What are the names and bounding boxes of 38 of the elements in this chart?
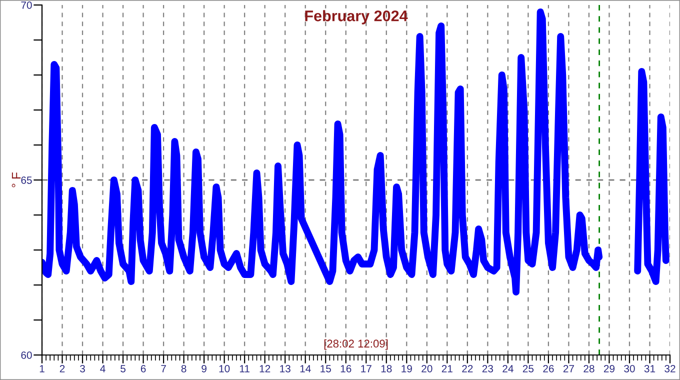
x-tick-label: 5	[120, 365, 126, 372]
x-tick-label: 23	[482, 364, 494, 372]
x-tick-label: 30	[624, 364, 635, 372]
x-tick-label: 16	[340, 364, 352, 372]
x-tick-label: 18	[381, 364, 392, 372]
y-tick-label: 65	[21, 176, 32, 184]
x-tick-label: 26	[543, 364, 554, 372]
x-tick-label: 27	[563, 364, 574, 372]
x-tick-label: 14	[300, 365, 311, 372]
x-tick-label: 7	[161, 365, 166, 372]
annotation: [28:02 12:09]	[324, 339, 388, 350]
x-tick-label: 10	[219, 364, 230, 372]
x-tick-label: 6	[140, 364, 146, 372]
x-tick-label: 32	[664, 364, 676, 372]
x-tick-label: 21	[442, 364, 452, 372]
x-tick-label: 1	[40, 365, 44, 372]
x-tick-label: 11	[240, 365, 250, 372]
x-tick-label: 15	[320, 365, 331, 372]
x-tick-label: 12	[260, 364, 270, 372]
x-tick-label: 22	[462, 364, 473, 372]
x-tick-label: 24	[502, 364, 514, 372]
x-tick-label: 2	[60, 364, 65, 372]
x-tick-label: 4	[100, 365, 106, 372]
x-tick-label: 8	[181, 364, 186, 372]
chart-title: February 2024	[305, 10, 408, 24]
x-tick-label: 28	[584, 364, 594, 372]
x-tick-label: 31	[644, 364, 656, 372]
x-tick-label: 9	[202, 364, 206, 372]
y-axis-title: ° F	[12, 172, 21, 188]
x-tick-label: 29	[604, 364, 615, 372]
y-tick-label: 70	[21, 2, 32, 9]
x-tick-label: 3	[80, 364, 85, 372]
x-tick-label: 19	[402, 364, 412, 372]
x-tick-label: 20	[422, 364, 432, 372]
x-tick-label: 13	[280, 364, 290, 372]
x-tick-label: 17	[361, 365, 372, 372]
y-tick-label: 60	[21, 352, 32, 359]
x-tick-label: 25	[522, 364, 534, 372]
